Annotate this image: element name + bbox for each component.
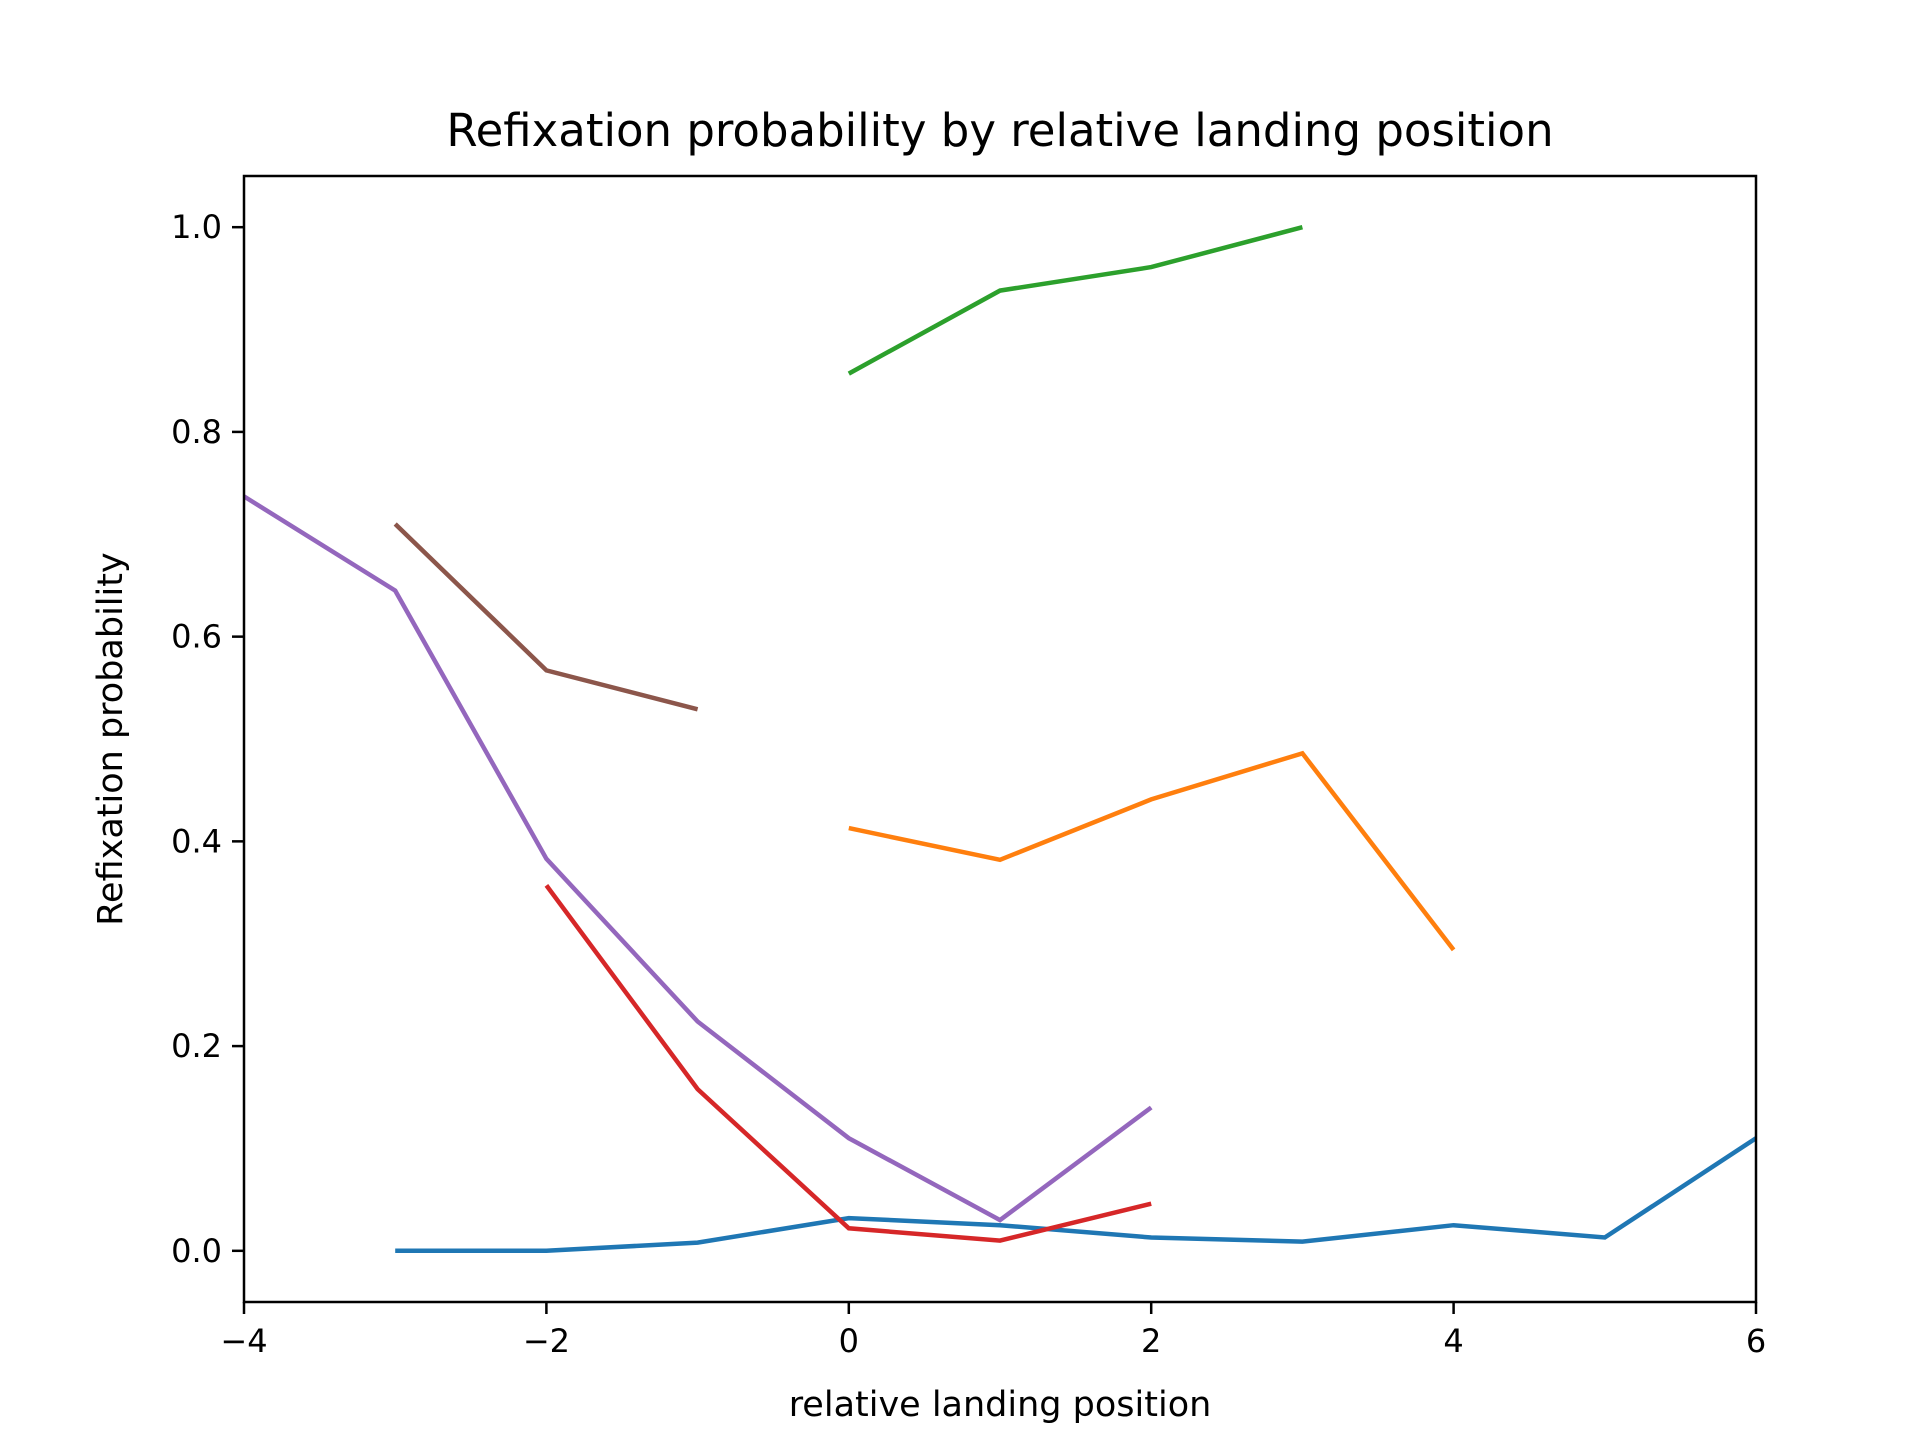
plot-frame: [242, 174, 1758, 1304]
series-line-4: [544, 884, 1152, 1243]
series-line-6: [393, 522, 699, 712]
chart-title: Refixation probability by relative landi…: [446, 104, 1553, 157]
series-line-1: [395, 1136, 1756, 1254]
x-tick-label: −4: [220, 1322, 267, 1360]
y-tick-label: 0.6: [171, 618, 222, 656]
y-axis-ticks: 0.0 0.2 0.4 0.6 0.8 1.0: [171, 208, 244, 1270]
series-line-2: [848, 750, 1456, 952]
x-axis-ticks: −4 −2 0 2 4 6: [220, 1302, 1766, 1360]
y-tick-label: 1.0: [171, 208, 222, 246]
y-tick-label: 0.2: [171, 1027, 222, 1065]
y-axis-label: Refixation probability: [91, 552, 131, 925]
series-line-3: [847, 225, 1303, 376]
x-axis-label: relative landing position: [789, 1385, 1212, 1425]
series-layer: [244, 225, 1756, 1254]
x-tick-label: 6: [1746, 1322, 1766, 1360]
x-tick-label: 2: [1141, 1322, 1161, 1360]
y-tick-label: 0.4: [171, 822, 222, 860]
series-line-5: [244, 494, 1153, 1223]
x-tick-label: 0: [839, 1322, 859, 1360]
x-tick-label: 4: [1443, 1322, 1463, 1360]
x-tick-label: −2: [523, 1322, 570, 1360]
y-tick-label: 0.8: [171, 413, 222, 451]
y-tick-label: 0.0: [171, 1232, 222, 1270]
